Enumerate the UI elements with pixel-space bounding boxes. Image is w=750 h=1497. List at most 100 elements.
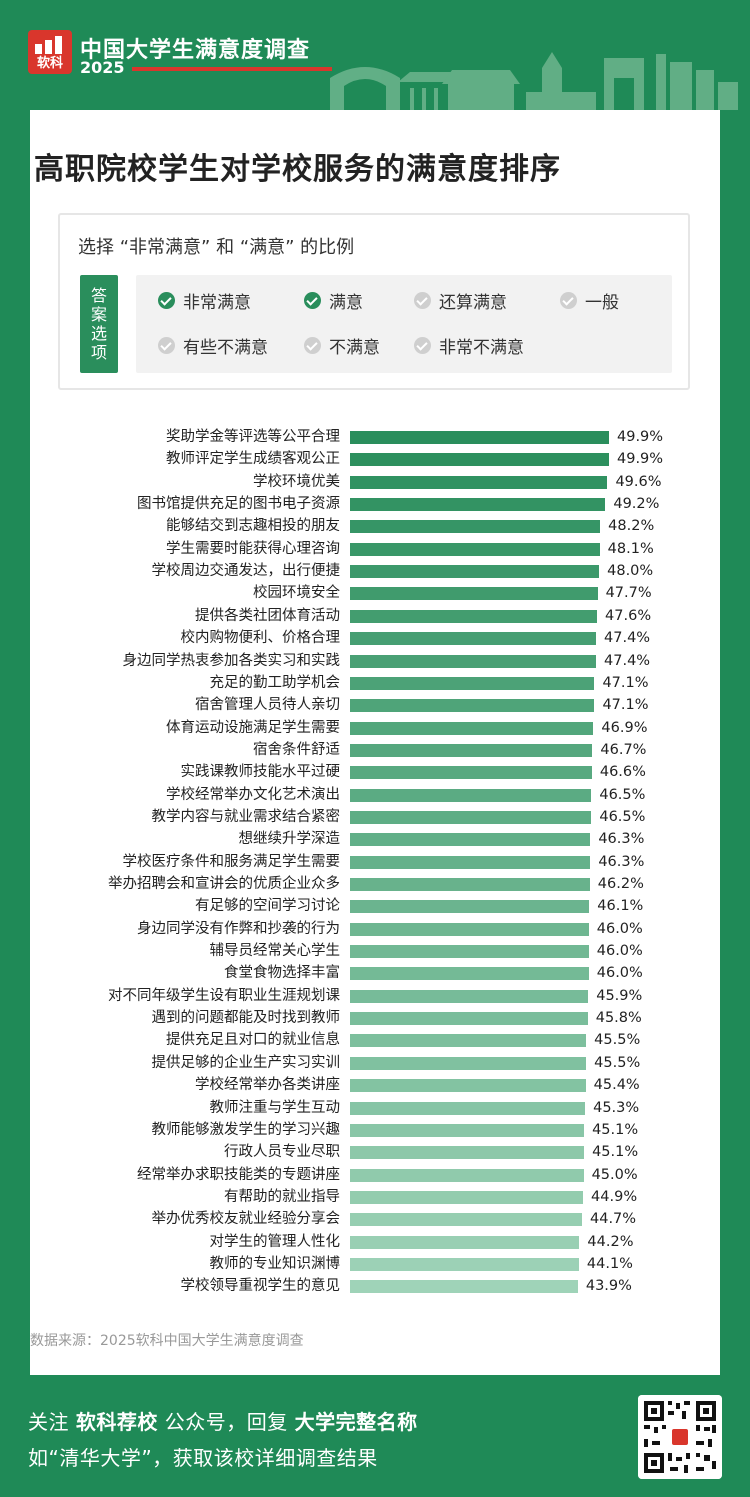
bar-category-label: 有足够的空间学习讨论 <box>195 898 340 915</box>
bar-value-label: 45.3% <box>593 1099 640 1116</box>
chart-row: 提供充足且对口的就业信息 45.5% <box>30 1029 720 1051</box>
bar <box>350 475 608 489</box>
bar-value-label: 45.0% <box>591 1166 638 1183</box>
bar-category-label: 举办招聘会和宣讲会的优质企业众多 <box>108 876 340 892</box>
bar <box>350 1168 584 1182</box>
legend-caption: 选择 “非常满意” 和 “满意” 的比例 <box>78 237 355 258</box>
chart-row: 身边同学没有作弊和抄袭的行为 46.0% <box>30 918 720 940</box>
bar-category-label: 对学生的管理人性化 <box>209 1233 341 1250</box>
bar <box>350 766 592 780</box>
bar <box>350 945 589 959</box>
chart-row: 经常举办求职技能类的专题讲座 45.0% <box>30 1164 720 1186</box>
bar-value-label: 46.5% <box>599 786 646 803</box>
bar-value-label: 46.1% <box>597 898 644 915</box>
bar <box>350 520 601 534</box>
footer-line-1: 关注 软科荐校 公众号，回复 大学完整名称 <box>28 1406 418 1435</box>
bar-category-label: 身边同学热衷参加各类实习和实践 <box>122 652 341 669</box>
bar-value-label: 47.1% <box>602 697 649 714</box>
option-dissatisfied: 不满意 <box>304 333 380 358</box>
bar-value-label: 46.7% <box>600 741 647 758</box>
bar-category-label: 学校领导重视学生的意见 <box>180 1278 341 1295</box>
chart-row: 教师注重与学生互动 45.3% <box>30 1097 720 1119</box>
chart-row: 有帮助的就业指导 44.9% <box>30 1186 720 1208</box>
option-label: 还算满意 <box>439 292 507 313</box>
bar <box>350 1079 586 1093</box>
bar <box>350 900 590 914</box>
survey-year: 2025 <box>80 58 125 77</box>
bar-category-label: 教学内容与就业需求结合紧密 <box>151 808 341 825</box>
bar-category-label: 经常举办求职技能类的专题讲座 <box>137 1166 340 1183</box>
chart-row: 有足够的空间学习讨论 46.1% <box>30 895 720 917</box>
check-circle-icon <box>158 336 175 354</box>
bar-value-label: 47.4% <box>604 652 651 669</box>
bar <box>350 788 592 802</box>
chart-row: 校园环境安全 47.7% <box>30 582 720 604</box>
bar-value-label: 47.7% <box>605 585 652 602</box>
survey-title: 中国大学生满意度调查 <box>80 38 311 63</box>
bar-value-label: 45.1% <box>592 1121 639 1138</box>
bar <box>350 1280 578 1294</box>
chart-row: 提供各类社团体育活动 47.6% <box>30 605 720 627</box>
bar <box>350 1257 579 1271</box>
bar-value-label: 49.9% <box>617 451 664 468</box>
option-neutral: 一般 <box>560 288 619 313</box>
bar <box>350 654 597 668</box>
bar-value-label: 48.1% <box>607 540 654 557</box>
chart-row: 实践课教师技能水平过硬 46.6% <box>30 761 720 783</box>
chart-row: 奖助学金等评选等公平合理 49.9% <box>30 426 720 448</box>
chart-row: 学校领导重视学生的意见 43.9% <box>30 1275 720 1297</box>
bar <box>350 632 597 646</box>
bar-value-label: 44.9% <box>591 1188 638 1205</box>
bar <box>350 542 600 556</box>
bar-category-label: 充足的勤工助学机会 <box>209 674 341 691</box>
option-label: 一般 <box>585 292 619 313</box>
bar <box>350 587 598 601</box>
logo-text: 软科 <box>36 56 63 71</box>
chart-row: 图书馆提供充足的图书电子资源 49.2% <box>30 493 720 515</box>
bar-value-label: 49.9% <box>617 429 664 445</box>
bar-category-label: 举办优秀校友就业经验分享会 <box>151 1211 341 1228</box>
qr-code-icon <box>638 1395 722 1479</box>
chart-row: 宿舍条件舒适 46.7% <box>30 739 720 761</box>
bar-category-label: 教师的专业知识渊博 <box>209 1255 341 1272</box>
bar <box>350 565 600 579</box>
chart-row: 身边同学热衷参加各类实习和实践 47.4% <box>30 650 720 672</box>
option-somewhat-dissatisfied: 有些不满意 <box>158 333 268 358</box>
bar-value-label: 44.7% <box>590 1211 637 1228</box>
bar-category-label: 校内购物便利、价格合理 <box>180 630 341 647</box>
chart-row: 教师评定学生成绩客观公正 49.9% <box>30 448 720 470</box>
bar-category-label: 教师注重与学生互动 <box>209 1099 341 1116</box>
bar-category-label: 行政人员专业尽职 <box>224 1144 340 1161</box>
bar <box>350 609 598 623</box>
bar-value-label: 45.4% <box>593 1077 640 1094</box>
bar-category-label: 能够结交到志趣相投的朋友 <box>166 518 340 535</box>
bar-category-label: 身边同学没有作弊和抄袭的行为 <box>137 920 340 937</box>
chart-row: 学校环境优美 49.6% <box>30 471 720 493</box>
bar <box>350 676 595 690</box>
check-circle-icon <box>304 336 321 354</box>
bar <box>350 743 593 757</box>
chart-row: 学校经常举办文化艺术演出 46.5% <box>30 784 720 806</box>
bar-category-label: 教师能够激发学生的学习兴趣 <box>151 1121 341 1138</box>
chart-row: 宿舍管理人员待人亲切 47.1% <box>30 694 720 716</box>
bar-value-label: 46.5% <box>599 808 646 825</box>
chart-row: 学校经常举办各类讲座 45.4% <box>30 1074 720 1096</box>
chart-row: 对不同年级学生设有职业生涯规划课 45.9% <box>30 985 720 1007</box>
footer-account: 软科荐校 <box>75 1410 158 1434</box>
bar <box>350 810 592 824</box>
bar <box>350 1056 587 1070</box>
bar-value-label: 49.6% <box>615 473 662 490</box>
bar <box>350 878 590 891</box>
chart-row: 想继续升学深造 46.3% <box>30 828 720 850</box>
footer-keyword: 大学完整名称 <box>294 1410 418 1434</box>
bar <box>350 721 594 735</box>
bar-category-label: 遇到的问题都能及时找到教师 <box>151 1010 341 1027</box>
bar-category-label: 学校环境优美 <box>253 473 340 490</box>
check-circle-icon <box>414 336 431 354</box>
bar <box>350 989 589 1003</box>
campus-skyline-icon <box>330 52 738 110</box>
bar-value-label: 46.9% <box>601 719 648 736</box>
bar-value-label: 46.0% <box>596 920 643 937</box>
data-source: 数据来源：2025软科中国大学生满意度调查 <box>30 1333 304 1349</box>
bar-category-label: 宿舍条件舒适 <box>253 741 340 758</box>
